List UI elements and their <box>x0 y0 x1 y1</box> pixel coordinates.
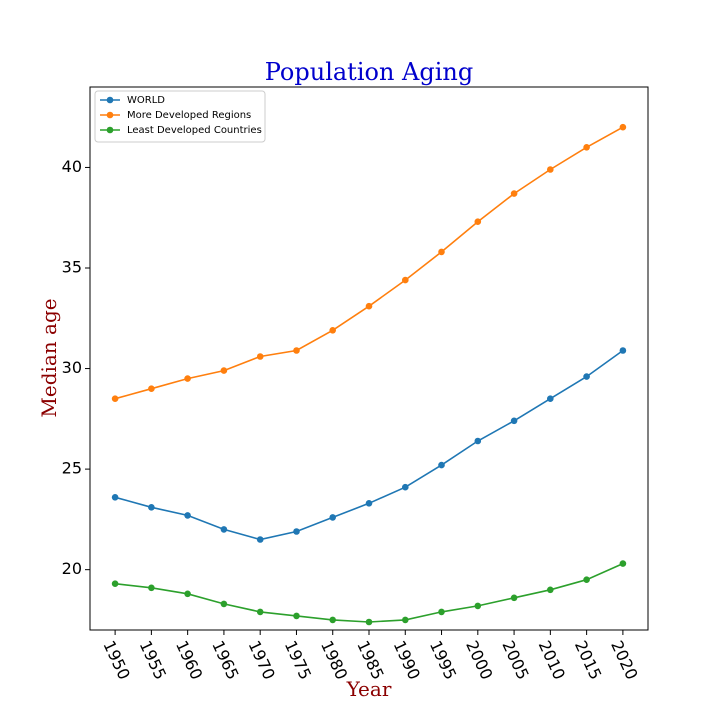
legend: WORLD More Developed Regions Least Develop… <box>94 90 266 143</box>
x-tick-label: 1970 <box>244 638 278 683</box>
x-tick-label: 1960 <box>172 638 206 683</box>
legend-entry-label: Least Developed Countries <box>127 125 262 136</box>
x-axis-label: Year <box>346 677 392 701</box>
series-0-point <box>619 347 627 354</box>
series-line-2 <box>115 562 624 623</box>
series-2-point <box>184 590 191 598</box>
series-2-point <box>510 594 518 602</box>
series-1-point <box>547 166 554 173</box>
series-0-point <box>329 514 337 521</box>
series-line-1 <box>114 126 624 400</box>
series-2-point <box>619 560 627 567</box>
series-1-point <box>184 375 191 382</box>
x-tick-label: 1965 <box>208 638 242 683</box>
x-tick-label: 2015 <box>571 638 605 683</box>
series-0-point <box>184 512 191 519</box>
y-tick-label: 30 <box>62 358 82 377</box>
series-0-point <box>220 526 228 533</box>
series-1-point <box>329 327 337 334</box>
series-0-point <box>365 500 373 507</box>
y-tick-label: 20 <box>62 559 82 578</box>
series-1-point <box>293 347 300 354</box>
x-tick-label: 2000 <box>462 638 496 683</box>
series-1-point <box>438 248 445 256</box>
x-tick-label: 1980 <box>317 638 351 683</box>
series-2-point <box>438 608 445 616</box>
x-tick-label: 1975 <box>281 638 315 683</box>
series-2-point <box>402 616 409 624</box>
series-layer <box>111 123 627 626</box>
x-tick-label: 1990 <box>390 638 424 683</box>
x-tick-label: 1955 <box>136 638 170 683</box>
series-2-point <box>293 612 300 620</box>
series-0-point <box>474 437 482 445</box>
x-tick-label: 2010 <box>535 638 569 683</box>
chart-title: Population Aging <box>265 58 473 86</box>
series-1-point <box>474 218 482 225</box>
series-2-point <box>220 600 228 608</box>
x-tick-label: 2005 <box>498 638 532 683</box>
series-0-point <box>547 395 554 403</box>
series-1-point <box>510 190 518 197</box>
series-line-0 <box>114 349 624 541</box>
series-0-point <box>111 494 119 501</box>
series-1-point <box>256 353 264 360</box>
legend-entry-label: More Developed Regions <box>127 110 251 121</box>
series-0-point <box>293 528 300 535</box>
series-1-point <box>111 395 119 403</box>
x-axis: 1950 1955 1960 1965 1970 1975 1980 1985 1990 1995… <box>99 630 642 683</box>
y-tick-label: 35 <box>62 258 82 277</box>
series-2-point <box>474 602 482 610</box>
series-1-point <box>365 302 373 310</box>
series-2-point <box>583 576 590 583</box>
legend-swatch-marker <box>106 126 114 134</box>
plot-frame <box>89 86 649 631</box>
series-1-point <box>402 276 409 284</box>
legend-swatch-marker <box>106 111 114 119</box>
legend-entry-label: WORLD <box>127 95 165 106</box>
y-axis-label: Median age <box>37 298 61 417</box>
series-2-point <box>365 618 373 626</box>
series-2-point <box>111 580 119 587</box>
series-0-point <box>438 461 445 469</box>
series-2-point <box>148 584 155 592</box>
x-tick-label: 1995 <box>426 638 460 683</box>
series-2-point <box>256 608 264 616</box>
x-tick-label: 2020 <box>607 638 641 683</box>
y-axis: 20 25 30 35 40 <box>62 157 90 578</box>
series-1-point <box>148 385 155 393</box>
series-1-point <box>220 367 228 374</box>
y-tick-label: 25 <box>62 459 82 478</box>
x-tick-label: 1985 <box>353 638 387 683</box>
legend-box <box>94 90 266 143</box>
series-0-point <box>402 483 409 491</box>
series-1-point <box>619 123 627 131</box>
series-0-point <box>510 417 518 425</box>
series-0-point <box>583 373 590 380</box>
series-0-point <box>256 536 264 543</box>
series-0-point <box>148 504 155 511</box>
series-1-point <box>583 144 590 151</box>
series-2-point <box>547 586 554 594</box>
legend-swatch-marker <box>106 96 114 104</box>
series-2-point <box>329 616 337 624</box>
x-tick-label: 1950 <box>99 638 133 683</box>
y-tick-label: 40 <box>62 157 82 176</box>
